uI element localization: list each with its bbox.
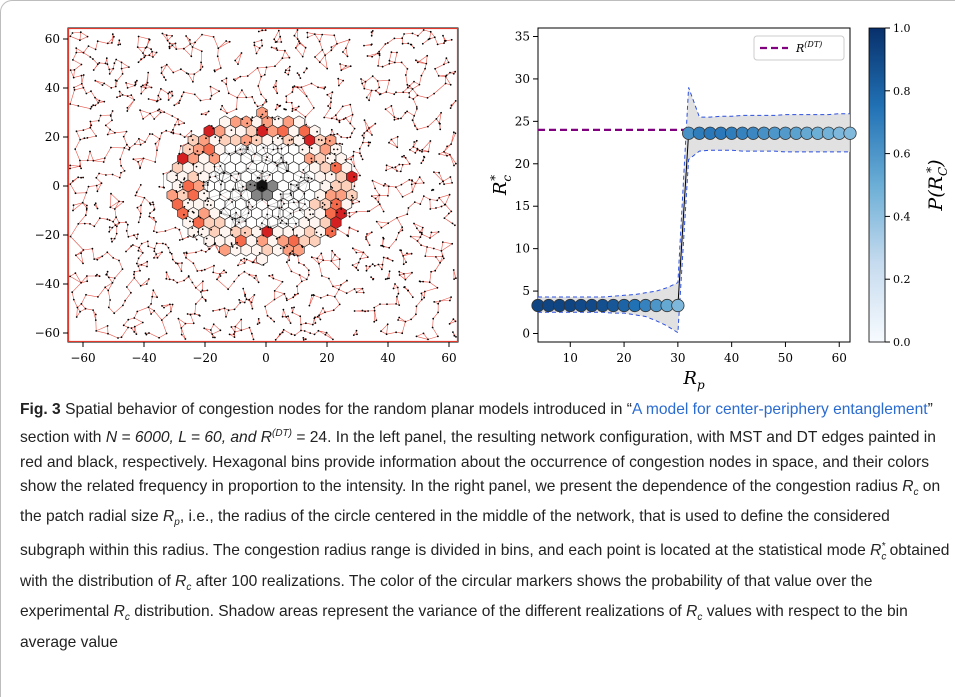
x-tick-label: −60 [70, 351, 95, 365]
caption-math-sup: * [881, 541, 886, 553]
y-tick-label: 5 [522, 284, 530, 298]
y-tick-label: 0 [522, 327, 530, 341]
data-point [843, 126, 857, 140]
caption-text: = 24. In the left panel, the resulting n… [20, 429, 936, 495]
hexbin-layer [166, 106, 358, 266]
x-tick-label: 40 [380, 351, 395, 365]
y-tick-label: 30 [515, 72, 530, 86]
caption-math-sub: p [174, 517, 180, 529]
legend: R(DT) [753, 35, 845, 61]
x-tick-label: 0 [262, 351, 270, 365]
x-tick-label: 20 [319, 351, 334, 365]
caption-text: obtained with the distribution of [20, 542, 950, 590]
colorbar-tick-label: 0.6 [893, 148, 911, 161]
y-axis-label: Rc* [488, 175, 514, 197]
chart-axes: 10 20 30 40 50 60 0 5 10 15 20 25 30 35 [515, 29, 847, 365]
y-tick-label: 25 [515, 114, 530, 128]
hexbin [230, 243, 242, 257]
y-tick-label: 15 [515, 199, 530, 213]
colorbar-tick-label: 0.4 [893, 210, 911, 223]
colorbar-tick-label: 0.8 [893, 85, 911, 98]
data-markers [531, 126, 857, 313]
x-tick-label: 10 [563, 351, 578, 365]
colorbar-tick-label: 0.2 [893, 273, 911, 286]
hexbin [325, 225, 337, 239]
y-tick-label: 40 [45, 81, 60, 95]
x-tick-label: 60 [441, 351, 456, 365]
caption-math: R [686, 603, 698, 621]
y-tick-label: 20 [515, 157, 530, 171]
boundary-edges [68, 28, 458, 342]
hexbin [256, 252, 268, 266]
caption-text: , i.e., the radius of the circle centere… [20, 508, 890, 560]
y-tick-label: 60 [45, 32, 60, 46]
data-point [671, 298, 685, 313]
x-axis-label: Rp [682, 368, 705, 392]
y-tick-label: −40 [35, 277, 60, 291]
caption-math-sub: c [913, 486, 919, 498]
colorbar-ticks: 0.0 0.2 0.4 0.6 0.8 1.0 [885, 22, 911, 349]
network-panel: −60 −40 −20 0 20 40 60 60 40 20 0 −20 −40 −60 [35, 27, 459, 365]
colorbar [868, 27, 886, 343]
x-tick-label: 20 [616, 351, 631, 365]
caption-math-sub: c [186, 582, 192, 594]
caption-math: R [113, 603, 125, 621]
x-tick-label: 50 [778, 351, 793, 365]
caption-math: R [163, 508, 175, 526]
x-tick-label: 30 [670, 351, 685, 365]
caption-math-sub: c [697, 612, 703, 624]
colorbar-label: P(RC*) [924, 159, 950, 211]
caption-math-sub: c [124, 612, 130, 624]
caption-math: R [870, 542, 882, 560]
colorbar-tick-label: 1.0 [893, 22, 911, 35]
variance-lower [538, 149, 850, 334]
variance-fill [538, 87, 850, 333]
x-tick-label: 60 [832, 351, 847, 365]
x-tick-label: −40 [131, 351, 156, 365]
network-axes: −60 −40 −20 0 20 40 60 60 40 20 0 −20 −40 −60 [35, 32, 457, 365]
caption-math-sub: c [881, 551, 887, 563]
variance-upper [538, 87, 850, 298]
hexbin [309, 234, 321, 248]
caption-text: after 100 realizations. The color of the… [20, 572, 873, 621]
caption-text: Spatial behavior of congestion nodes for… [60, 401, 632, 418]
y-tick-label: 10 [515, 242, 530, 256]
colorbar-tick-label: 0.0 [893, 336, 911, 349]
figure-caption: Fig. 3 Spatial behavior of congestion no… [20, 398, 950, 655]
figure-label: Fig. 3 [20, 401, 61, 418]
y-tick-label: −60 [35, 326, 60, 340]
caption-text: ” section with [20, 401, 933, 447]
hexbin [203, 234, 215, 248]
legend-box [753, 35, 845, 61]
hexbin [293, 243, 305, 257]
y-tick-label: 0 [52, 179, 60, 193]
caption-text: distribution. Shadow areas represent the… [129, 603, 687, 621]
hexbin [282, 243, 294, 257]
y-tick-label: 35 [515, 29, 530, 43]
y-tick-label: −20 [35, 228, 60, 242]
caption-text: on the patch radial size [20, 477, 941, 526]
x-tick-label: −20 [192, 351, 217, 365]
caption-math: N = 6000, L = 60, and R [105, 429, 272, 447]
y-tick-label: 20 [45, 130, 60, 144]
section-link[interactable]: A model for center-periphery entanglemen… [632, 401, 928, 418]
caption-math-sup: (DT) [271, 428, 292, 440]
caption-math: R [902, 477, 914, 495]
chart-plot-area [537, 27, 851, 343]
caption-text: values with respect to the bin average v… [20, 603, 908, 651]
caption-math: R [175, 572, 187, 590]
hexbin [219, 243, 231, 257]
x-tick-label: 40 [724, 351, 739, 365]
